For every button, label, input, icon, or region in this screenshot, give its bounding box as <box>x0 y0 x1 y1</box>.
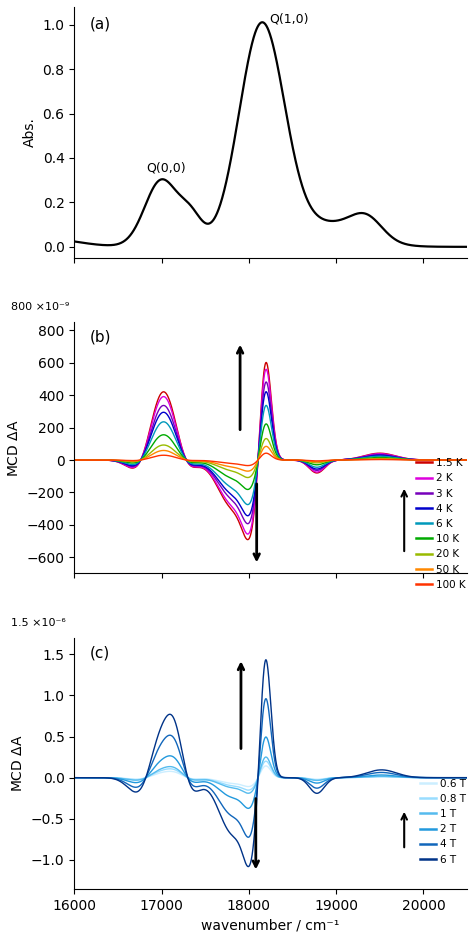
Legend: 1.5 K, 2 K, 3 K, 4 K, 6 K, 10 K, 20 K, 50 K, 100 K: 1.5 K, 2 K, 3 K, 4 K, 6 K, 10 K, 20 K, 5… <box>416 458 466 590</box>
X-axis label: wavenumber / cm⁻¹: wavenumber / cm⁻¹ <box>201 918 340 932</box>
Text: 1.5 ×10⁻⁶: 1.5 ×10⁻⁶ <box>11 618 66 628</box>
Y-axis label: MCD $\Delta$A: MCD $\Delta$A <box>11 734 25 793</box>
Legend: 0.6 T, 0.8 T, 1 T, 2 T, 4 T, 6 T: 0.6 T, 0.8 T, 1 T, 2 T, 4 T, 6 T <box>420 778 466 865</box>
Text: (b): (b) <box>90 330 111 345</box>
Text: (c): (c) <box>90 645 110 660</box>
Text: (a): (a) <box>90 17 111 32</box>
Text: Q(1,0): Q(1,0) <box>269 12 309 25</box>
Text: 800 ×10⁻⁹: 800 ×10⁻⁹ <box>11 302 70 313</box>
Y-axis label: MCD $\Delta$A: MCD $\Delta$A <box>7 419 21 477</box>
Text: Q(0,0): Q(0,0) <box>146 162 185 175</box>
Y-axis label: Abs.: Abs. <box>23 117 37 147</box>
